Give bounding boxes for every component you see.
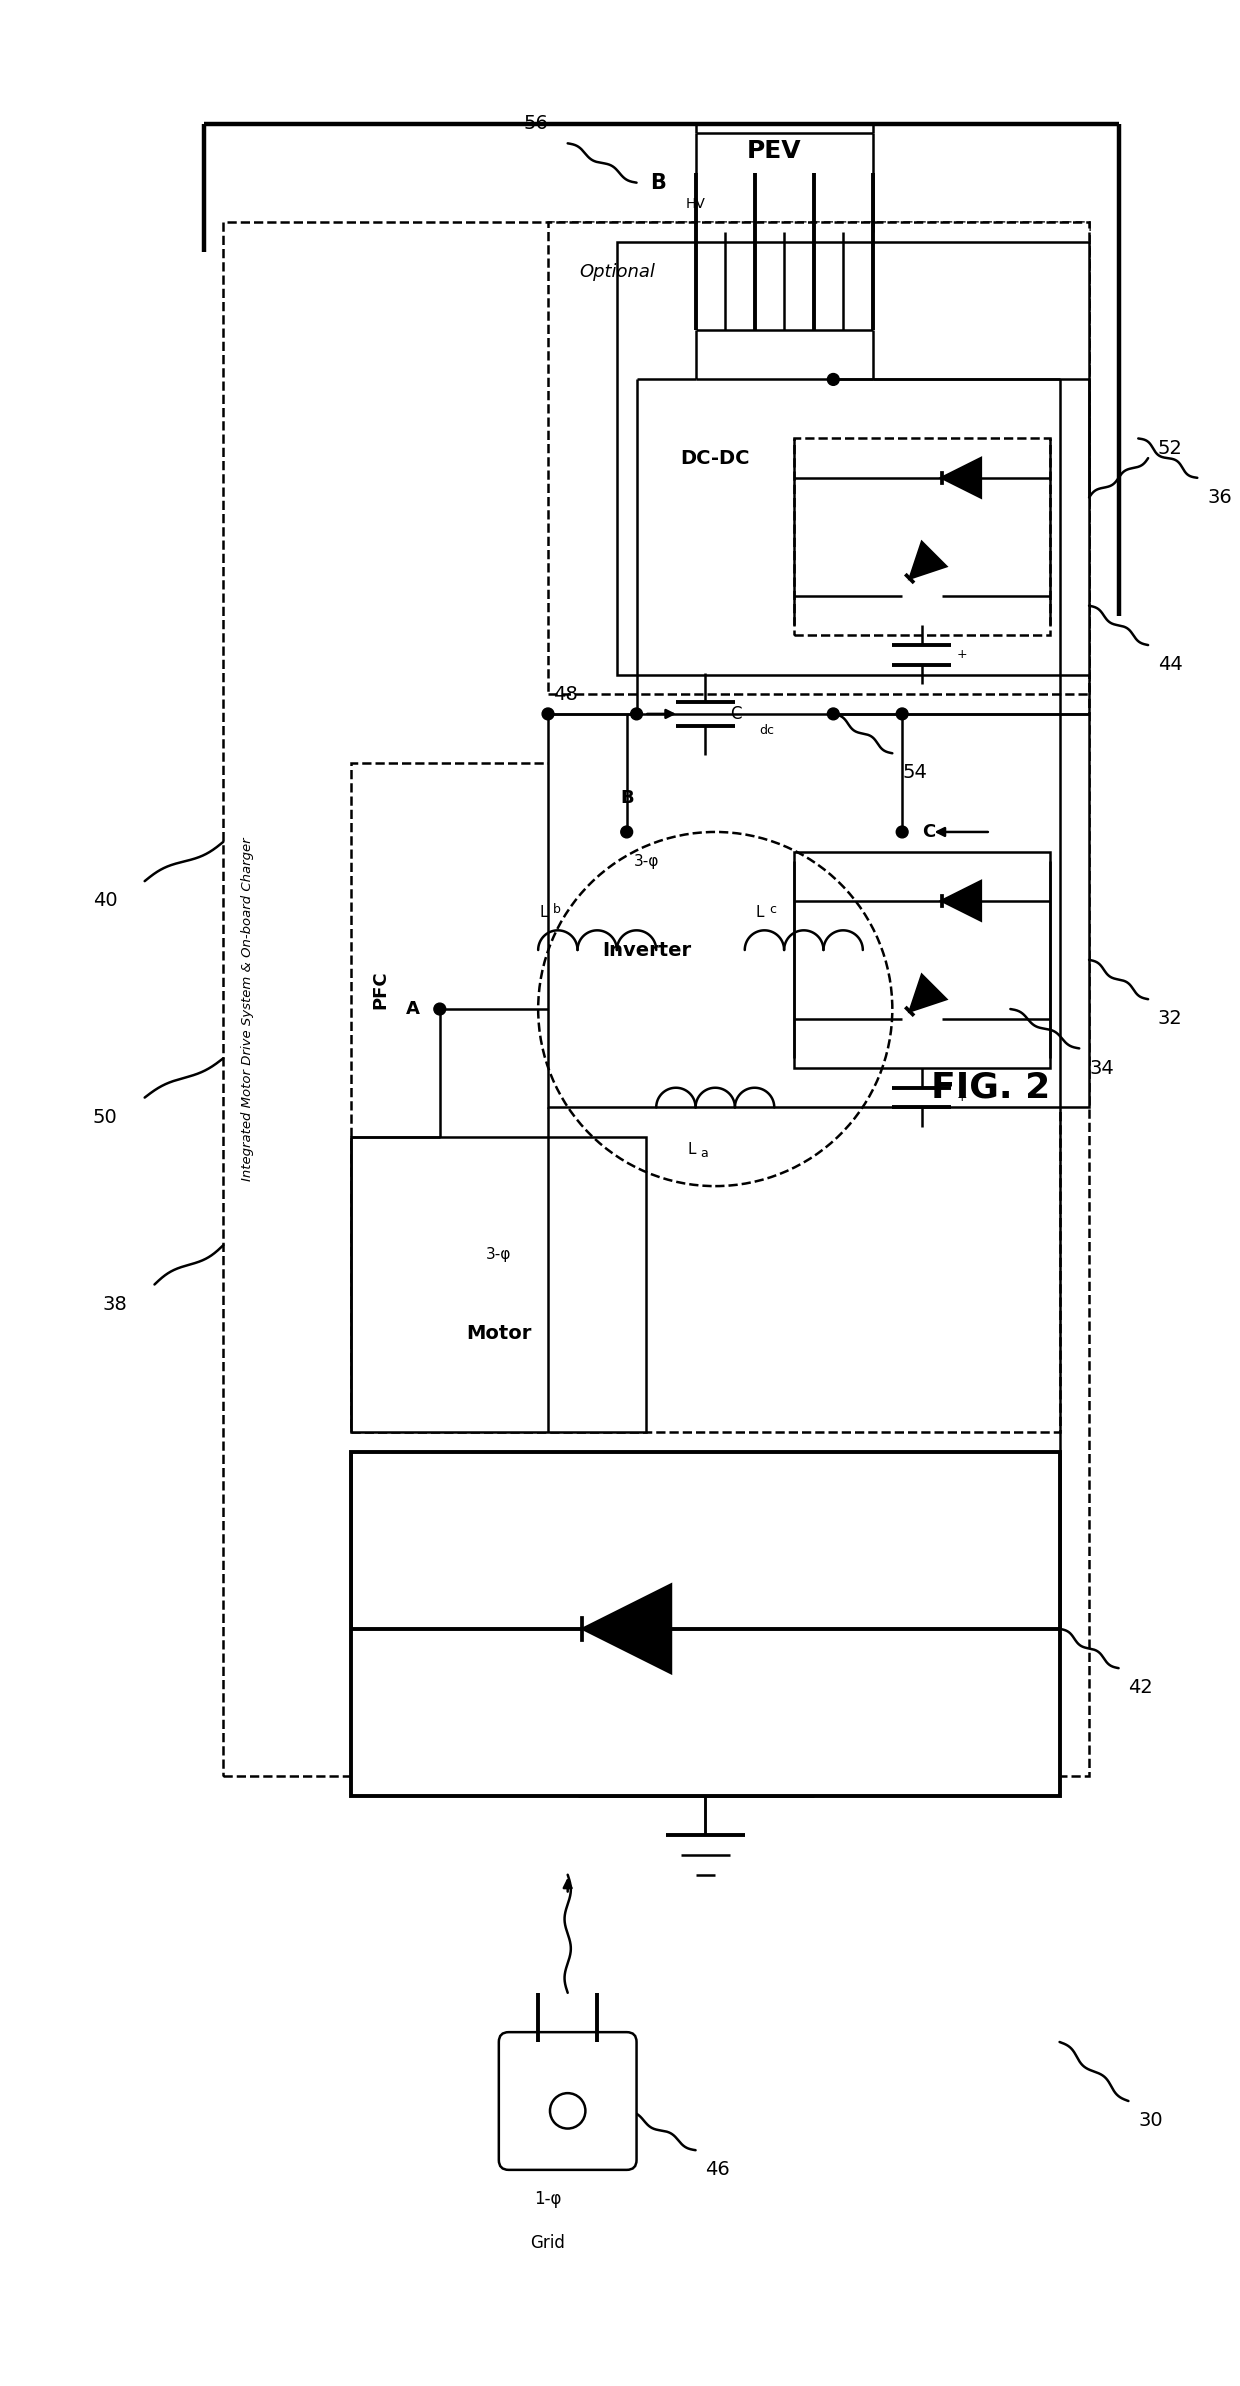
Text: b: b xyxy=(553,902,560,916)
Text: C: C xyxy=(921,823,935,840)
Bar xyxy=(616,241,1089,675)
Text: 50: 50 xyxy=(93,1107,118,1126)
Text: Optional: Optional xyxy=(579,262,655,282)
Text: 54: 54 xyxy=(903,764,928,783)
Circle shape xyxy=(897,826,908,837)
Text: 30: 30 xyxy=(1138,2112,1163,2131)
Circle shape xyxy=(621,826,632,837)
Text: c: c xyxy=(769,902,776,916)
Text: 40: 40 xyxy=(93,892,118,911)
Circle shape xyxy=(631,709,642,721)
Polygon shape xyxy=(910,542,946,577)
Bar xyxy=(351,764,1059,1432)
Text: PEV: PEV xyxy=(746,138,801,162)
Circle shape xyxy=(827,375,839,384)
Text: PFC: PFC xyxy=(372,971,389,1009)
Polygon shape xyxy=(910,976,946,1012)
Bar xyxy=(351,1451,1059,1797)
Bar xyxy=(351,1136,646,1432)
Text: Inverter: Inverter xyxy=(601,940,691,959)
Polygon shape xyxy=(941,880,981,921)
Text: 38: 38 xyxy=(103,1296,128,1315)
Text: dc: dc xyxy=(760,723,775,737)
Text: +: + xyxy=(956,649,967,661)
Circle shape xyxy=(434,1002,445,1014)
Text: Grid: Grid xyxy=(531,2233,565,2252)
Text: FIG. 2: FIG. 2 xyxy=(931,1071,1050,1105)
Text: 36: 36 xyxy=(1207,489,1231,506)
Circle shape xyxy=(897,709,908,721)
Bar xyxy=(548,713,1089,1107)
Text: 44: 44 xyxy=(1158,656,1183,675)
Text: +: + xyxy=(956,1090,967,1105)
Text: 32: 32 xyxy=(1158,1009,1183,1028)
Polygon shape xyxy=(941,458,981,499)
Text: 3-φ: 3-φ xyxy=(634,854,660,869)
Text: B: B xyxy=(650,172,666,193)
Text: L: L xyxy=(539,907,548,921)
Text: 3-φ: 3-φ xyxy=(486,1248,512,1262)
Polygon shape xyxy=(583,1584,671,1673)
Text: DC-DC: DC-DC xyxy=(681,449,750,468)
Text: B: B xyxy=(620,790,634,806)
Text: 56: 56 xyxy=(523,115,548,134)
Bar xyxy=(223,222,1089,1775)
Text: C: C xyxy=(730,704,742,723)
Text: HV: HV xyxy=(686,198,706,212)
Bar xyxy=(548,222,1089,694)
Text: A: A xyxy=(407,1000,420,1019)
Text: 42: 42 xyxy=(1128,1677,1153,1696)
Text: 52: 52 xyxy=(1158,439,1183,458)
Text: 34: 34 xyxy=(1089,1059,1114,1078)
Circle shape xyxy=(542,709,554,721)
Text: 46: 46 xyxy=(706,2159,730,2178)
Text: 48: 48 xyxy=(553,685,578,704)
Text: L: L xyxy=(687,1143,696,1157)
Circle shape xyxy=(827,709,839,721)
FancyBboxPatch shape xyxy=(498,2033,636,2169)
Text: L: L xyxy=(756,907,764,921)
Bar xyxy=(794,439,1050,635)
Bar xyxy=(794,852,1050,1069)
Text: a: a xyxy=(701,1148,708,1160)
Text: Integrated Motor Drive System & On-board Charger: Integrated Motor Drive System & On-board… xyxy=(242,837,254,1181)
Text: Motor: Motor xyxy=(466,1324,532,1343)
Text: 1-φ: 1-φ xyxy=(534,2190,562,2207)
